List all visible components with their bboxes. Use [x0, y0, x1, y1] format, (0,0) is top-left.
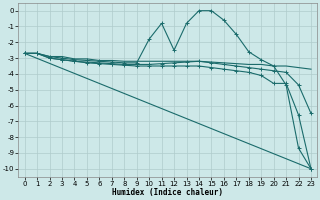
- X-axis label: Humidex (Indice chaleur): Humidex (Indice chaleur): [112, 188, 223, 197]
